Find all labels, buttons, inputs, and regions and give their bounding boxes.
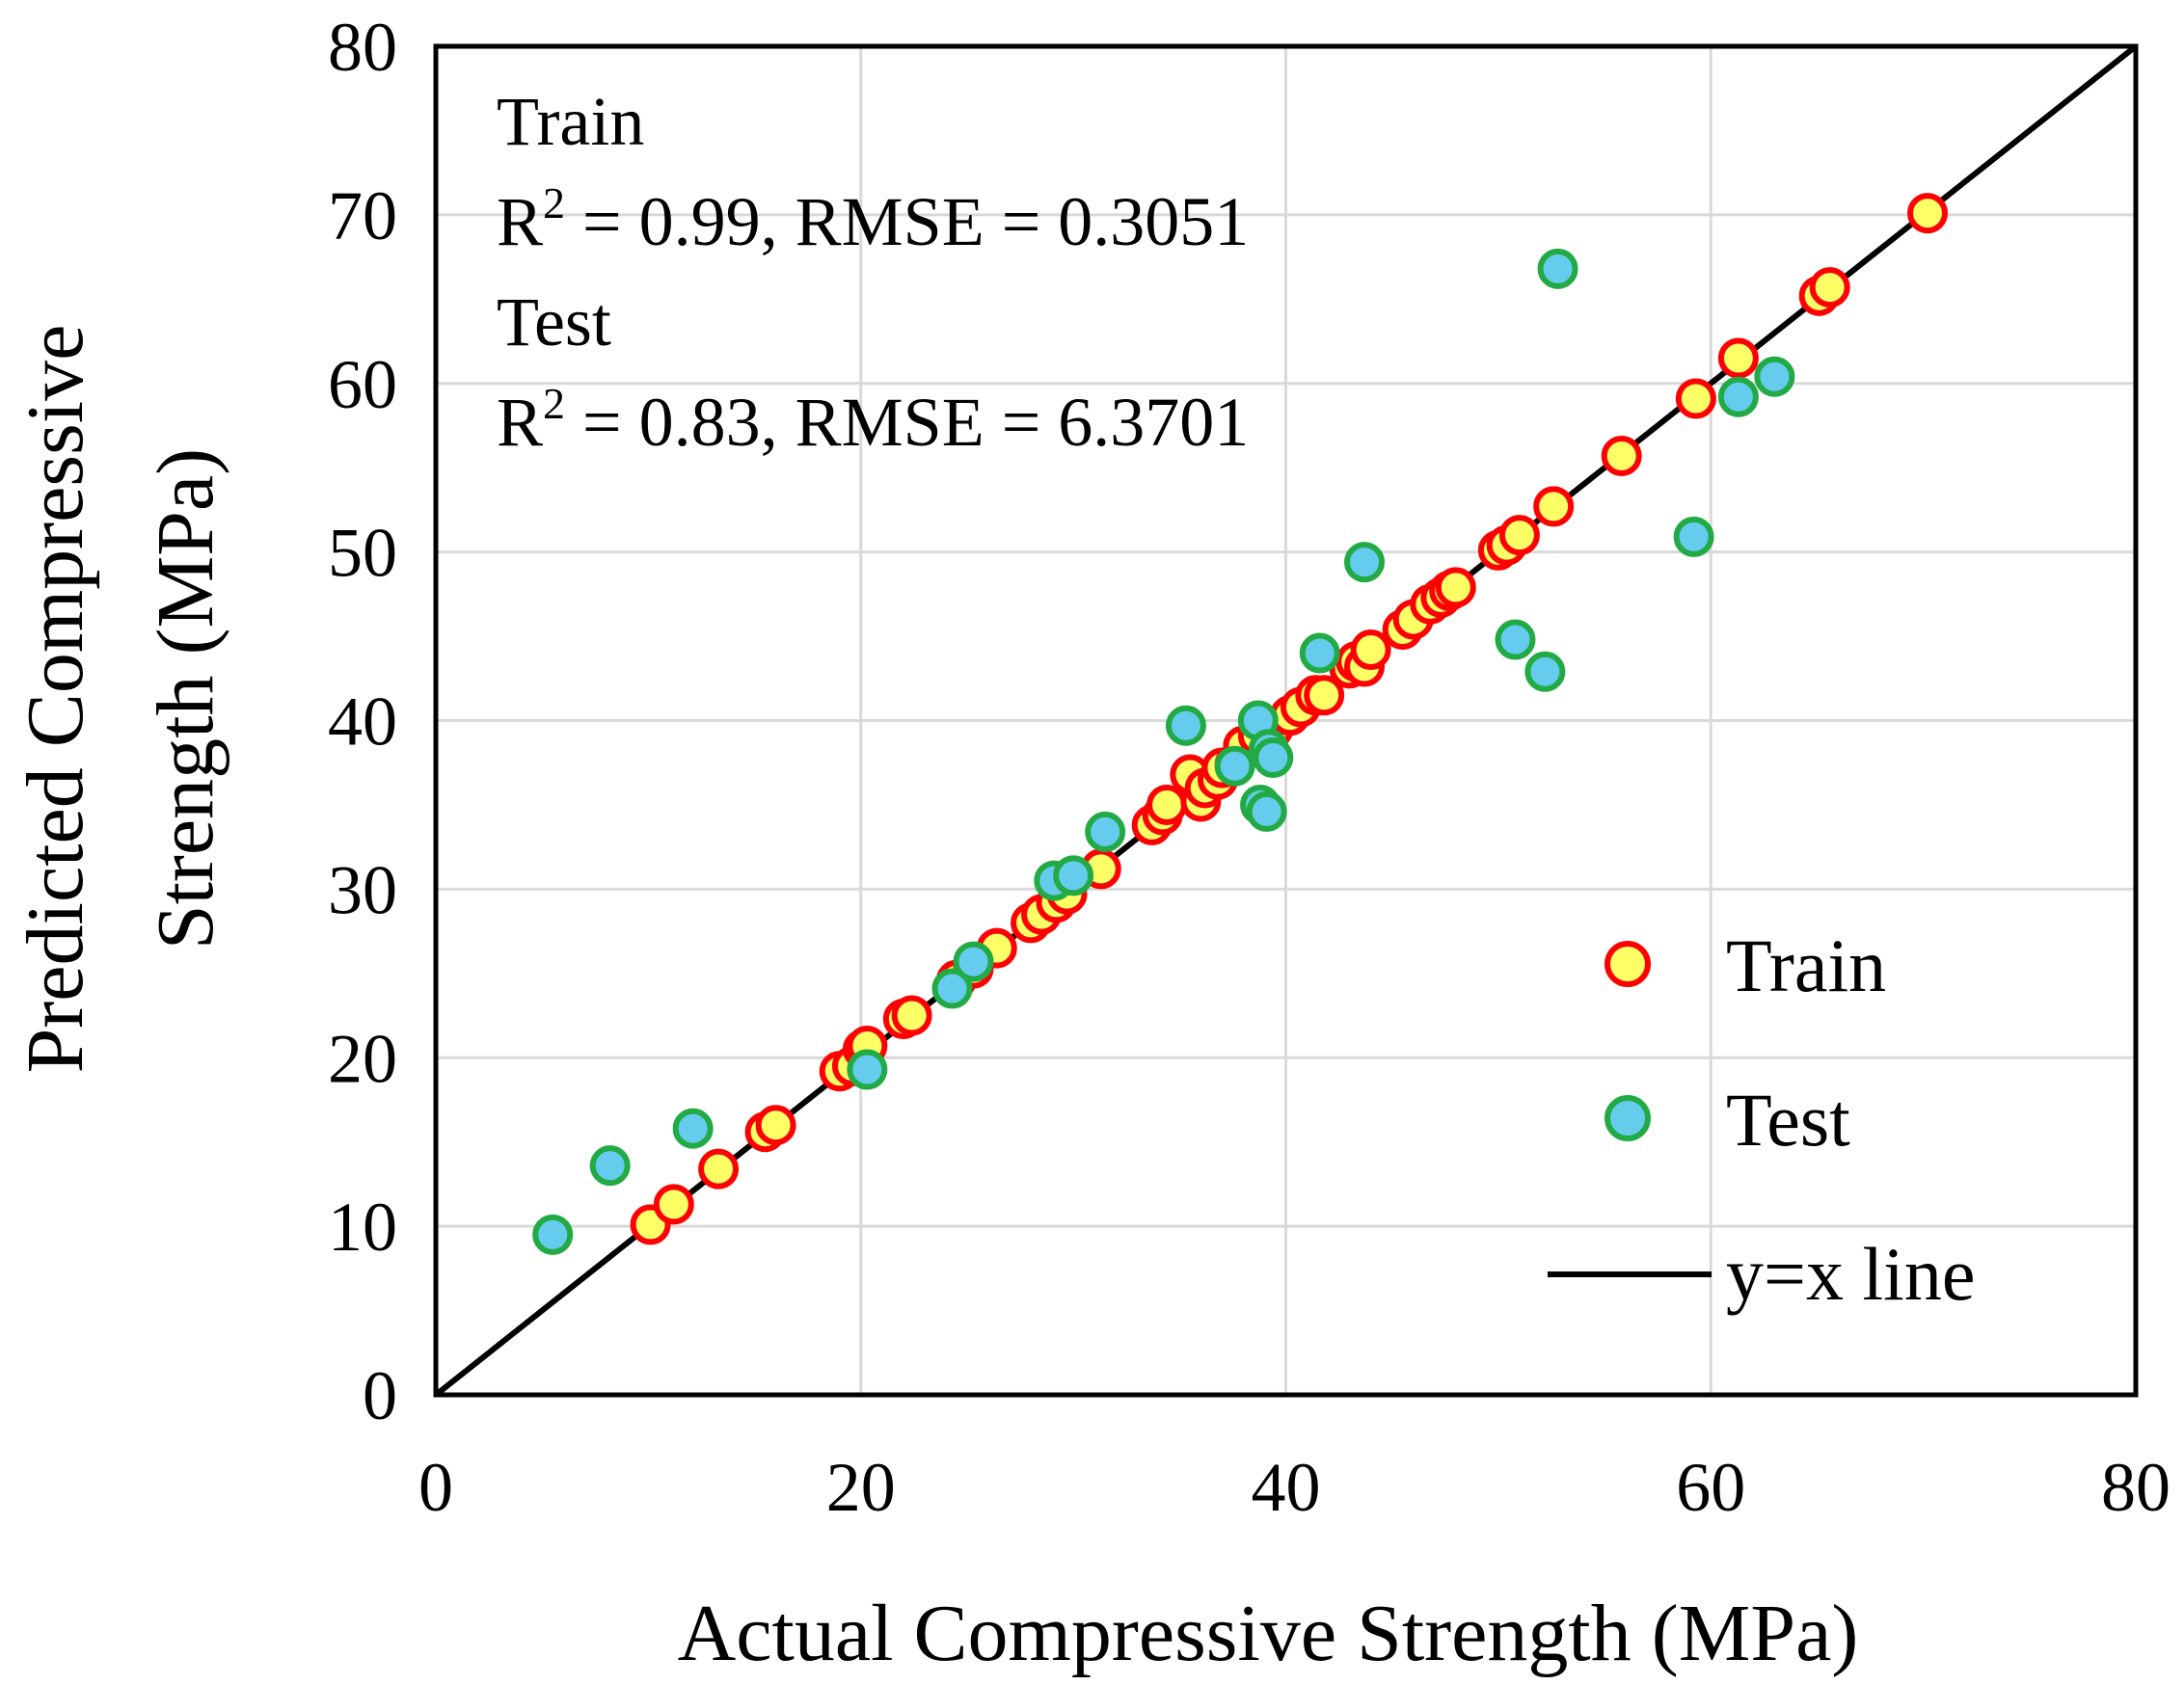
test-data-point xyxy=(532,1214,574,1255)
test-data-point xyxy=(931,968,973,1009)
y-axis-title-line2: Strength (MPa) xyxy=(141,448,230,949)
test-r-prefix: R xyxy=(497,384,543,461)
test-data-point xyxy=(1717,376,1759,417)
y-tick-label: 0 xyxy=(363,1357,397,1434)
test-data-point xyxy=(672,1108,714,1149)
test-stats-line: R2 = 0.83, RMSE = 6.3701 xyxy=(497,379,1249,461)
train-r-prefix: R xyxy=(497,183,543,260)
train-data-point xyxy=(1907,193,1949,234)
train-data-point xyxy=(1601,435,1642,476)
test-data-point xyxy=(1085,811,1126,852)
test-r-superscript: 2 xyxy=(543,379,565,428)
train-stats-line: R2 = 0.99, RMSE = 0.3051 xyxy=(497,178,1249,260)
train-stats-header: Train xyxy=(497,83,644,160)
test-data-point xyxy=(1053,855,1094,896)
train-data-point xyxy=(1717,337,1759,379)
test-data-point xyxy=(1344,542,1386,583)
test-data-point xyxy=(1537,248,1578,289)
train-data-point xyxy=(891,995,932,1036)
test-data-point xyxy=(953,941,994,982)
y-tick-label: 80 xyxy=(328,9,397,86)
y-axis-title: Predicted Compressive Strength (MPa) xyxy=(11,325,230,1074)
test-data-point xyxy=(1214,745,1255,787)
test-data-point xyxy=(1246,790,1287,832)
legend-train-label: Train xyxy=(1726,923,1886,1007)
legend: Train Test y=x line xyxy=(1548,923,1975,1316)
y-tick-label: 30 xyxy=(328,851,397,928)
test-stats-values: = 0.83, RMSE = 6.3701 xyxy=(565,384,1249,461)
train-data-point xyxy=(1809,267,1850,308)
train-data-point xyxy=(653,1184,694,1225)
train-stats-values: = 0.99, RMSE = 0.3051 xyxy=(565,183,1249,260)
test-data-point xyxy=(847,1049,888,1090)
y-tick-label: 10 xyxy=(328,1189,397,1266)
y-tick-label: 60 xyxy=(328,346,397,423)
train-data-point xyxy=(1350,629,1391,671)
legend-reference-line-label: y=x line xyxy=(1726,1232,1975,1316)
test-data-point xyxy=(1754,356,1795,397)
y-tick-label: 50 xyxy=(328,515,397,592)
y-tick-label: 20 xyxy=(328,1020,397,1097)
train-data-point xyxy=(1304,675,1345,716)
y-tick-label: 70 xyxy=(328,177,397,254)
x-tick-label: 60 xyxy=(1676,1449,1745,1526)
test-data-point xyxy=(1673,516,1714,557)
x-axis-title: Actual Compressive Strength (MPa) xyxy=(678,1589,1859,1678)
x-tick-label: 20 xyxy=(826,1449,896,1526)
plot-area-frame xyxy=(433,43,2139,1398)
train-data-point xyxy=(1533,486,1575,527)
test-data-point xyxy=(1165,705,1206,746)
train-data-point xyxy=(1146,784,1188,825)
y-tick-label: 40 xyxy=(328,683,397,761)
test-data-point xyxy=(1299,632,1340,674)
test-data-point xyxy=(1253,736,1294,778)
train-data-point xyxy=(1435,567,1476,608)
train-data-point xyxy=(698,1148,740,1190)
y-axis-title-line1: Predicted Compressive xyxy=(11,325,100,1074)
test-stats-header: Test xyxy=(497,283,611,361)
legend-test-label: Test xyxy=(1726,1078,1850,1162)
train-r-superscript: 2 xyxy=(543,178,565,227)
legend-test-marker xyxy=(1604,1095,1651,1141)
legend-train-marker xyxy=(1604,941,1651,987)
test-data-point xyxy=(589,1145,631,1187)
train-data-point xyxy=(1675,378,1716,419)
train-data-point xyxy=(755,1105,796,1146)
x-tick-label: 80 xyxy=(2101,1449,2171,1526)
test-data-point xyxy=(1495,619,1536,660)
test-series xyxy=(532,248,1795,1255)
x-axis-ticks: 0 20 40 60 80 xyxy=(418,1449,2171,1526)
y-axis-ticks: 0 10 20 30 40 50 60 70 80 xyxy=(328,9,397,1434)
test-data-point xyxy=(1524,651,1566,692)
x-tick-label: 40 xyxy=(1252,1449,1321,1526)
train-data-point xyxy=(1498,515,1540,556)
x-tick-label: 0 xyxy=(418,1449,453,1526)
